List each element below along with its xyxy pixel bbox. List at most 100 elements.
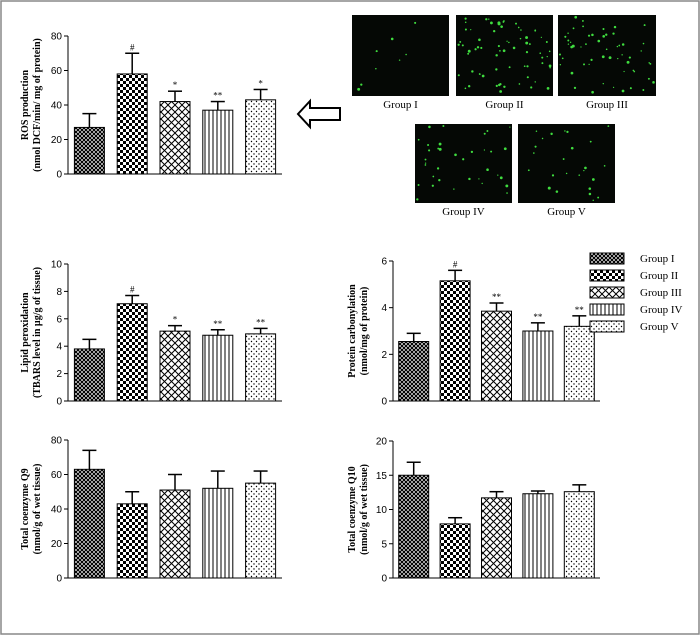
fluorescence-dot — [520, 29, 522, 31]
fluorescence-dot — [559, 64, 562, 66]
fluorescence-dot — [375, 50, 378, 53]
fluorescence-dot — [540, 36, 542, 38]
fluorescence-dot — [605, 48, 608, 51]
significance: * — [173, 80, 178, 90]
fluorescence-dot — [528, 43, 531, 45]
fluorescence-dot — [648, 62, 650, 64]
fluorescence-dot — [470, 29, 472, 31]
bar — [202, 109, 234, 175]
micrograph — [352, 15, 449, 96]
fluorescence-dot — [490, 150, 493, 153]
fluorescence-dot — [502, 49, 506, 53]
bar — [481, 497, 512, 579]
fluorescence-dot — [438, 179, 441, 182]
fluorescence-dot — [481, 182, 483, 185]
fluorescence-dot — [642, 89, 645, 91]
significance: # — [130, 42, 135, 52]
fluorescence-dot — [512, 46, 516, 50]
fluorescence-dot — [467, 85, 471, 88]
bar — [439, 280, 471, 402]
fluorescence-dot — [583, 169, 585, 172]
y-tick-label: 0 — [381, 574, 387, 585]
fluorescence-dot — [588, 192, 592, 196]
fluorescence-dot — [617, 57, 619, 60]
fluorescence-dot — [428, 125, 431, 129]
bar — [116, 303, 148, 402]
fluorescence-dot — [424, 164, 427, 166]
fluorescence-dot — [478, 73, 481, 75]
fluorescence-dot — [642, 42, 645, 45]
bar — [73, 348, 105, 402]
micrograph-label: Group V — [547, 206, 586, 218]
fluorescence-dot — [652, 81, 655, 84]
y-axis-label: Total coenzyme Q10 — [347, 466, 358, 552]
fluorescence-dot — [467, 49, 471, 53]
fluorescence-dot — [616, 45, 619, 48]
fluorescence-dot — [360, 83, 363, 86]
significance: ** — [533, 312, 543, 322]
fluorescence-dot — [621, 54, 623, 56]
fluorescence-dot — [567, 32, 569, 34]
fluorescence-dot — [468, 177, 471, 181]
fluorescence-dot — [567, 43, 570, 45]
fluorescence-dot — [497, 21, 501, 25]
fluorescence-dot — [438, 147, 442, 151]
y-tick-label: 4 — [381, 303, 387, 314]
fluorescence-dot — [588, 63, 590, 66]
fluorescence-dot — [534, 145, 537, 148]
legend-label: Group I — [640, 253, 675, 265]
legend-swatch — [589, 252, 625, 265]
y-tick-label: 10 — [376, 505, 388, 516]
fluorescence-dot — [517, 26, 520, 29]
fluorescence-dot — [490, 21, 493, 25]
fluorescence-dot — [464, 17, 467, 20]
fluorescence-dot — [588, 187, 592, 190]
fluorescence-dot — [535, 130, 538, 133]
fluorescence-dot — [525, 36, 529, 39]
fluorescence-dot — [605, 33, 608, 36]
fluorescence-dot — [539, 52, 542, 55]
fluorescence-dot — [503, 147, 507, 151]
bar — [73, 468, 105, 579]
fluorescence-dot — [564, 130, 566, 132]
fluorescence-dot — [478, 178, 480, 180]
fluorescence-dot — [483, 132, 486, 135]
bar — [245, 99, 277, 175]
fluorescence-dot — [589, 140, 592, 143]
fluorescence-dot — [580, 46, 582, 48]
micrograph-label: Group I — [383, 99, 418, 111]
y-tick-label: 60 — [51, 66, 63, 77]
bar — [398, 474, 430, 579]
fluorescence-dot — [424, 162, 427, 164]
legend-swatch — [589, 320, 625, 333]
fluorescence-dot — [582, 25, 584, 28]
micrograph — [518, 124, 615, 203]
fluorescence-dot — [545, 41, 548, 44]
fluorescence-dot — [495, 68, 498, 71]
fluorescence-dot — [505, 184, 509, 188]
bar — [563, 325, 595, 402]
fluorescence-dot — [526, 65, 529, 68]
fluorescence-dot — [551, 174, 555, 177]
fluorescence-dot — [581, 20, 584, 22]
fluorescence-dot — [571, 44, 575, 48]
fluorescence-dot — [584, 166, 587, 170]
fluorescence-dot — [602, 82, 604, 85]
y-tick-label: 20 — [51, 539, 63, 550]
fluorescence-dot — [405, 53, 407, 56]
fluorescence-dot — [574, 15, 578, 19]
bar — [159, 101, 191, 175]
fluorescence-dot — [480, 46, 483, 50]
y-axis-label: Protein carbonylation — [347, 284, 358, 378]
y-tick-label: 2 — [56, 369, 62, 380]
y-axis-label: (nmol/g of wet tissue) — [32, 464, 43, 555]
fluorescence-dot — [525, 51, 529, 54]
fluorescence-dot — [467, 52, 470, 55]
fluorescence-dot — [437, 147, 440, 150]
legend-label: Group V — [640, 321, 679, 333]
fluorescence-dot — [583, 63, 586, 66]
y-tick-label: 2 — [381, 350, 387, 361]
